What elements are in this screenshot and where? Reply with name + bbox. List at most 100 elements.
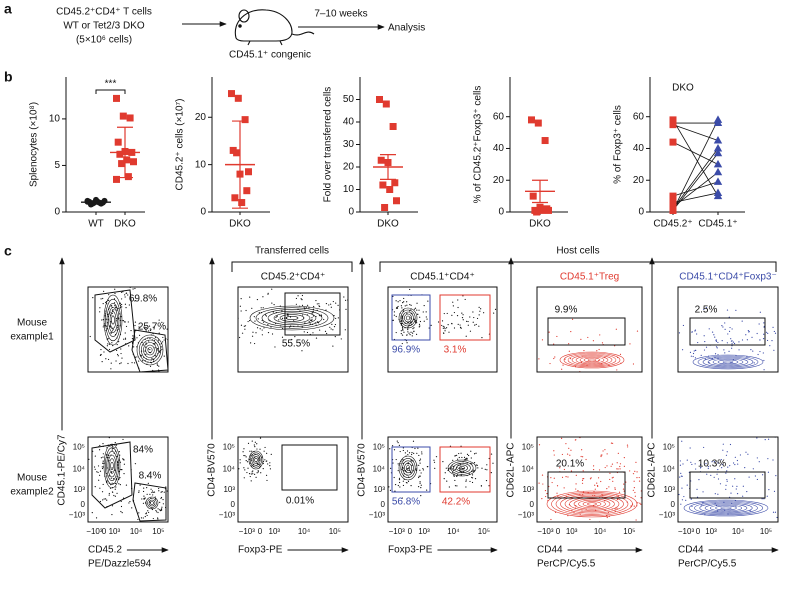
event-dot	[153, 491, 156, 493]
x-tick-label: 10⁵	[478, 527, 490, 536]
event-dot	[403, 301, 405, 303]
event-dot	[575, 474, 577, 476]
event-dot	[453, 474, 455, 477]
event-dot	[259, 463, 261, 466]
contour	[707, 357, 749, 367]
event-dot	[571, 510, 573, 512]
event-dot	[762, 338, 765, 340]
event-dot	[649, 519, 650, 520]
event-dot	[724, 328, 726, 330]
event-dot	[149, 361, 152, 363]
event-dot	[643, 475, 644, 476]
event-dot	[734, 478, 736, 480]
event-dot	[99, 500, 102, 503]
event-dot	[634, 495, 636, 497]
event-dot	[465, 479, 467, 481]
event-dot	[153, 339, 155, 341]
event-dot	[632, 473, 635, 475]
event-dot	[686, 493, 687, 494]
event-dot	[299, 342, 301, 344]
event-dot	[113, 309, 115, 311]
event-dot	[675, 459, 676, 460]
event-dot	[639, 443, 640, 444]
y-axis-label: CD62L-APC	[647, 442, 658, 497]
event-dot	[612, 476, 614, 479]
event-dot	[134, 321, 137, 323]
event-dot	[664, 505, 665, 506]
event-dot	[471, 481, 474, 484]
event-dot	[401, 315, 403, 317]
event-dot	[394, 483, 397, 486]
event-dot	[727, 466, 729, 468]
event-dot	[254, 320, 256, 322]
event-dot	[780, 439, 781, 440]
event-dot	[263, 327, 265, 329]
event-dot	[112, 309, 114, 311]
event-dot	[707, 466, 709, 468]
event-dot	[143, 487, 145, 489]
event-dot	[678, 493, 680, 496]
y-tick-label: 10³	[223, 485, 235, 494]
event-dot	[717, 462, 719, 464]
event-dot	[728, 330, 731, 332]
event-dot	[481, 336, 483, 339]
event-dot	[151, 507, 153, 509]
event-dot	[443, 326, 445, 328]
event-dot	[333, 326, 336, 328]
event-dot	[107, 358, 110, 361]
event-dot	[747, 329, 749, 332]
event-dot	[582, 491, 585, 493]
event-dot	[410, 321, 412, 323]
event-dot	[734, 456, 736, 458]
event-dot	[553, 343, 555, 345]
contour	[105, 298, 121, 342]
event-dot	[644, 483, 645, 484]
pair-line	[672, 148, 719, 210]
event-dot	[243, 448, 245, 450]
x-tick-label: 10³	[705, 527, 717, 536]
event-dot	[102, 409, 103, 410]
event-dot	[289, 316, 292, 318]
event-dot	[123, 463, 125, 465]
event-dot	[780, 322, 781, 323]
event-dot	[158, 524, 159, 525]
event-dot	[681, 349, 684, 351]
event-dot	[515, 504, 516, 505]
event-dot	[703, 335, 705, 337]
event-dot	[108, 494, 110, 496]
event-dot	[104, 325, 106, 327]
event-dot	[471, 474, 474, 476]
event-dot	[101, 430, 102, 431]
event-dot	[694, 357, 697, 359]
event-dot	[215, 318, 216, 319]
contour	[709, 504, 743, 512]
event-dot	[114, 446, 116, 449]
event-dot	[113, 482, 115, 485]
event-dot	[418, 323, 421, 325]
event-dot	[138, 334, 141, 336]
event-dot	[165, 486, 167, 488]
event-dot	[158, 350, 160, 352]
event-dot	[156, 517, 159, 519]
event-dot	[756, 457, 758, 459]
event-dot	[120, 298, 123, 300]
event-dot	[609, 478, 611, 481]
event-dot	[95, 517, 98, 519]
event-dot	[659, 468, 660, 469]
event-dot	[145, 328, 147, 331]
event-dot	[421, 453, 423, 455]
event-dot	[644, 486, 645, 487]
gate-label: 69.8%	[129, 294, 157, 305]
event-dot	[316, 303, 318, 305]
event-dot	[254, 441, 256, 443]
event-dot	[104, 475, 106, 477]
event-dot	[453, 473, 455, 475]
event-dot	[159, 501, 161, 503]
event-dot	[106, 338, 108, 341]
event-dot	[615, 328, 617, 330]
event-dot	[513, 354, 514, 355]
event-dot	[581, 510, 583, 512]
event-dot	[122, 320, 125, 322]
contour	[273, 312, 311, 324]
event-dot	[111, 486, 114, 489]
